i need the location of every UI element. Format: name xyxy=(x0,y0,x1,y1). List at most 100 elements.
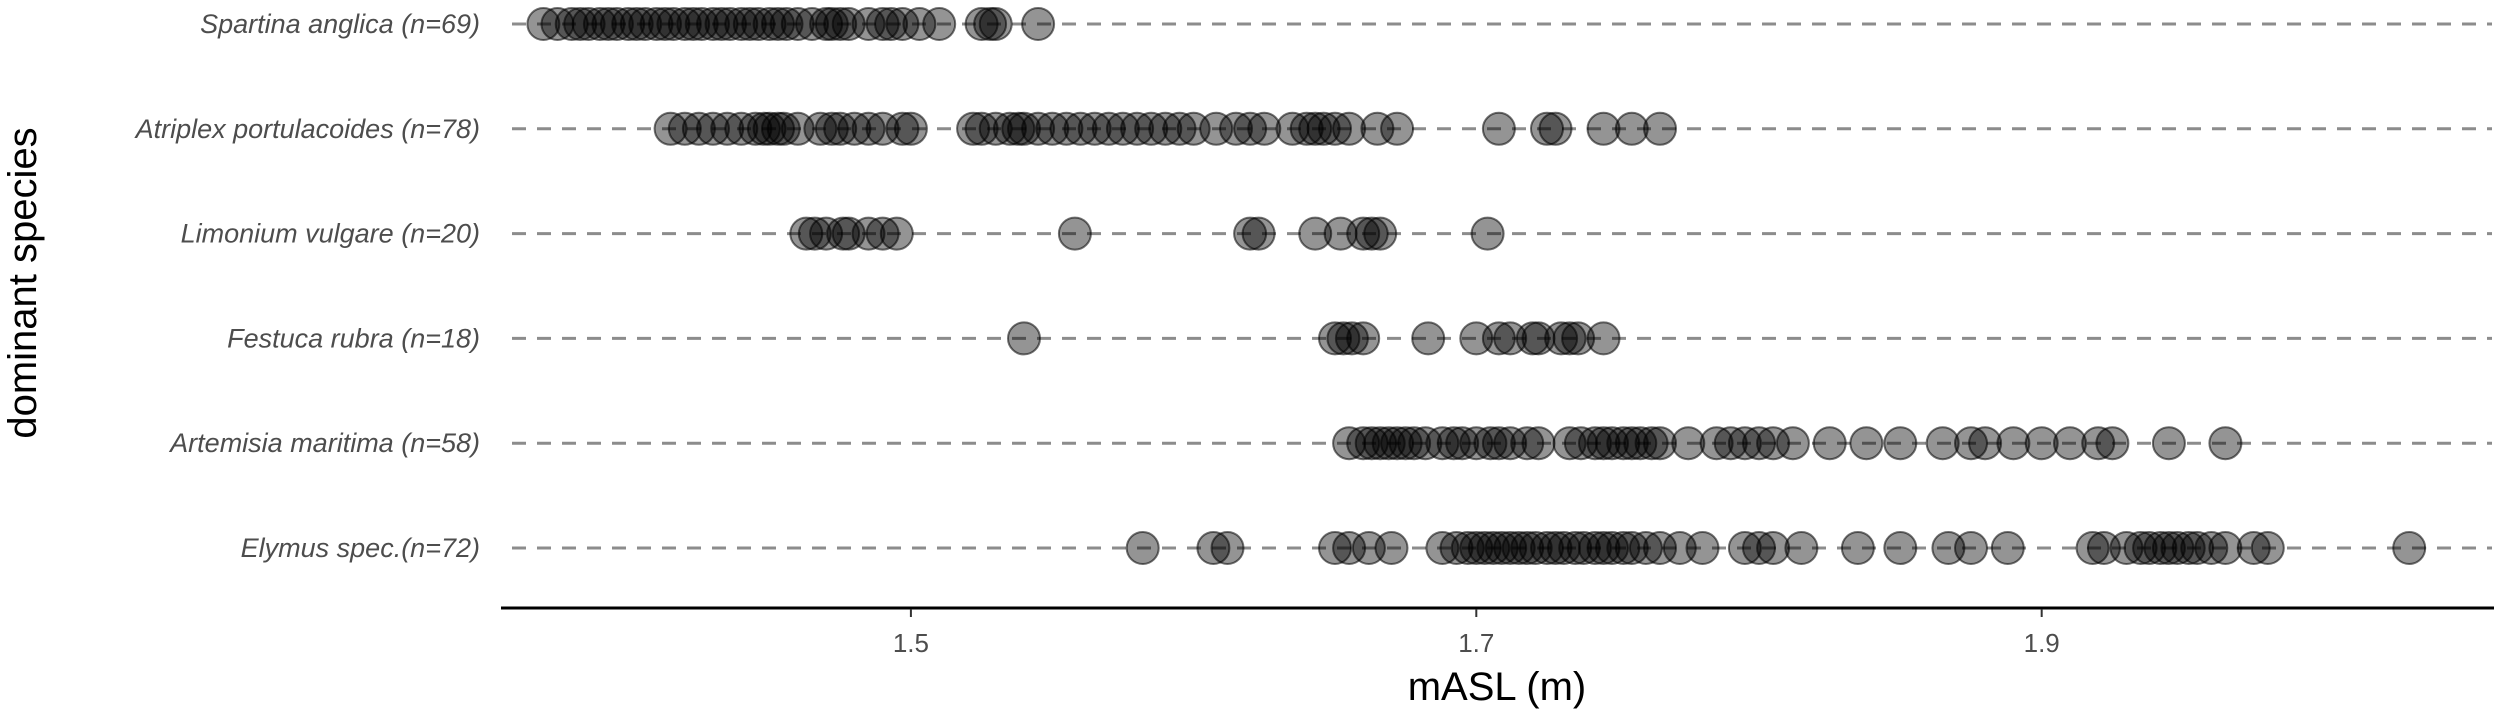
data-point xyxy=(1091,111,1126,146)
data-point xyxy=(1954,531,1988,565)
data-point xyxy=(1318,531,1352,565)
data-point xyxy=(1021,111,1056,146)
data-point xyxy=(710,111,745,146)
data-point xyxy=(1671,426,1706,461)
data-point xyxy=(628,7,663,41)
data-point xyxy=(667,111,702,146)
data-point xyxy=(1552,321,1587,356)
data-point xyxy=(1425,426,1460,461)
data-point xyxy=(1196,531,1231,565)
data-point xyxy=(851,111,886,146)
data-point xyxy=(752,111,787,146)
data-point xyxy=(803,111,838,146)
data-point xyxy=(526,7,561,41)
data-point xyxy=(769,7,804,41)
data-point xyxy=(797,216,832,251)
data-point xyxy=(831,7,866,41)
data-point xyxy=(879,216,914,251)
data-point xyxy=(741,7,776,41)
data-point xyxy=(1586,111,1621,146)
data-point xyxy=(1120,111,1155,146)
x-tick-label: 1.5 xyxy=(893,628,929,658)
data-point xyxy=(766,111,801,146)
data-point xyxy=(1363,216,1398,251)
data-point xyxy=(2095,426,2130,461)
data-point xyxy=(599,7,634,41)
data-point xyxy=(1634,426,1669,461)
data-point xyxy=(789,216,824,251)
data-point xyxy=(732,7,767,41)
data-point xyxy=(1586,531,1621,565)
data-point xyxy=(676,7,711,41)
data-point xyxy=(865,7,900,41)
data-point xyxy=(2250,531,2285,565)
data-point xyxy=(1077,111,1112,146)
data-point xyxy=(1354,216,1389,251)
data-point xyxy=(865,111,900,146)
y-axis-title: dominant species xyxy=(1,127,45,438)
data-point xyxy=(1643,111,1677,146)
data-point xyxy=(2208,426,2243,461)
data-point xyxy=(1685,531,1720,565)
data-point xyxy=(1595,426,1629,461)
data-point xyxy=(1035,111,1070,146)
data-point xyxy=(1397,426,1432,461)
data-point xyxy=(684,7,719,41)
data-point xyxy=(1199,111,1234,146)
data-point xyxy=(1996,426,2031,461)
data-point xyxy=(1481,321,1516,356)
category-guide-lines xyxy=(512,22,2492,550)
data-point xyxy=(1586,426,1621,461)
category-label: Spartina anglica (n=69) xyxy=(200,9,480,39)
data-point xyxy=(1057,216,1092,251)
data-point xyxy=(1742,531,1776,565)
category-label: Elymus spec.(n=72) xyxy=(241,533,480,563)
data-point xyxy=(1334,321,1369,356)
data-point xyxy=(1727,426,1762,461)
data-point xyxy=(1219,111,1253,146)
data-point xyxy=(1883,426,1918,461)
data-point xyxy=(1538,531,1573,565)
data-point xyxy=(713,7,747,41)
data-point xyxy=(704,7,739,41)
data-point xyxy=(1784,531,1819,565)
data-point xyxy=(874,7,909,41)
data-point xyxy=(823,7,858,41)
data-point xyxy=(1840,531,1875,565)
data-point xyxy=(1954,426,1988,461)
data-point xyxy=(1742,426,1776,461)
data-point xyxy=(1439,531,1474,565)
data-point xyxy=(1007,111,1041,146)
data-point xyxy=(1125,531,1160,565)
data-point xyxy=(1007,321,1041,356)
data-point xyxy=(591,7,626,41)
data-point xyxy=(1628,531,1663,565)
data-point xyxy=(1049,111,1084,146)
data-point xyxy=(2053,426,2087,461)
data-point xyxy=(902,7,937,41)
data-point xyxy=(571,7,606,41)
x-axis-ticks: 1.5 1.7 1.9 xyxy=(893,609,2060,658)
category-label: Artemisia maritima (n=58) xyxy=(168,428,480,458)
data-point xyxy=(1425,531,1460,565)
data-point xyxy=(1518,531,1553,565)
data-point xyxy=(1510,531,1545,565)
data-point xyxy=(851,216,886,251)
data-point xyxy=(964,111,999,146)
data-point xyxy=(1699,426,1734,461)
data-point xyxy=(1318,111,1352,146)
data-point xyxy=(2236,531,2271,565)
data-point xyxy=(656,7,691,41)
data-point xyxy=(1849,426,1884,461)
data-point xyxy=(1233,216,1268,251)
data-point xyxy=(2392,531,2427,565)
data-point xyxy=(885,111,920,146)
data-point xyxy=(1614,111,1649,146)
data-point xyxy=(1332,531,1367,565)
data-point xyxy=(761,7,795,41)
data-point xyxy=(1968,426,2003,461)
data-point xyxy=(1883,531,1918,565)
data-point xyxy=(893,111,928,146)
data-point xyxy=(1481,426,1516,461)
